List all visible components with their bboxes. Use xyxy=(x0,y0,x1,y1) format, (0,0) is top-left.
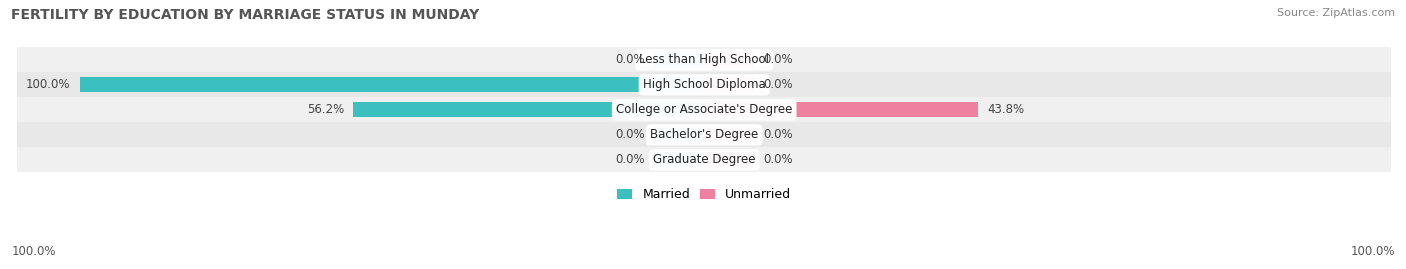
Legend: Married, Unmarried: Married, Unmarried xyxy=(612,183,796,206)
Bar xyxy=(704,52,754,67)
Bar xyxy=(17,47,1391,72)
Bar xyxy=(17,122,1391,147)
Bar xyxy=(17,147,1391,172)
Bar xyxy=(17,72,1391,97)
Bar xyxy=(353,102,704,117)
Bar xyxy=(704,102,977,117)
Bar xyxy=(654,52,704,67)
Text: 100.0%: 100.0% xyxy=(11,245,56,258)
Bar xyxy=(80,77,704,92)
Bar xyxy=(704,128,754,142)
Text: 0.0%: 0.0% xyxy=(616,153,645,167)
Bar xyxy=(704,77,754,92)
Text: Graduate Degree: Graduate Degree xyxy=(652,153,755,167)
Text: 0.0%: 0.0% xyxy=(763,53,793,66)
Text: 0.0%: 0.0% xyxy=(616,128,645,141)
Bar xyxy=(654,128,704,142)
Bar xyxy=(17,97,1391,122)
Bar xyxy=(704,153,754,167)
Text: Source: ZipAtlas.com: Source: ZipAtlas.com xyxy=(1277,8,1395,18)
Text: 56.2%: 56.2% xyxy=(307,103,344,116)
Text: Bachelor's Degree: Bachelor's Degree xyxy=(650,128,758,141)
Text: 0.0%: 0.0% xyxy=(763,128,793,141)
Text: College or Associate's Degree: College or Associate's Degree xyxy=(616,103,793,116)
Text: 43.8%: 43.8% xyxy=(987,103,1024,116)
Text: Less than High School: Less than High School xyxy=(640,53,769,66)
Text: 100.0%: 100.0% xyxy=(25,78,70,91)
Text: 0.0%: 0.0% xyxy=(763,153,793,167)
Bar xyxy=(654,153,704,167)
Text: High School Diploma: High School Diploma xyxy=(643,78,766,91)
Text: FERTILITY BY EDUCATION BY MARRIAGE STATUS IN MUNDAY: FERTILITY BY EDUCATION BY MARRIAGE STATU… xyxy=(11,8,479,22)
Text: 100.0%: 100.0% xyxy=(1350,245,1395,258)
Text: 0.0%: 0.0% xyxy=(616,53,645,66)
Text: 0.0%: 0.0% xyxy=(763,78,793,91)
